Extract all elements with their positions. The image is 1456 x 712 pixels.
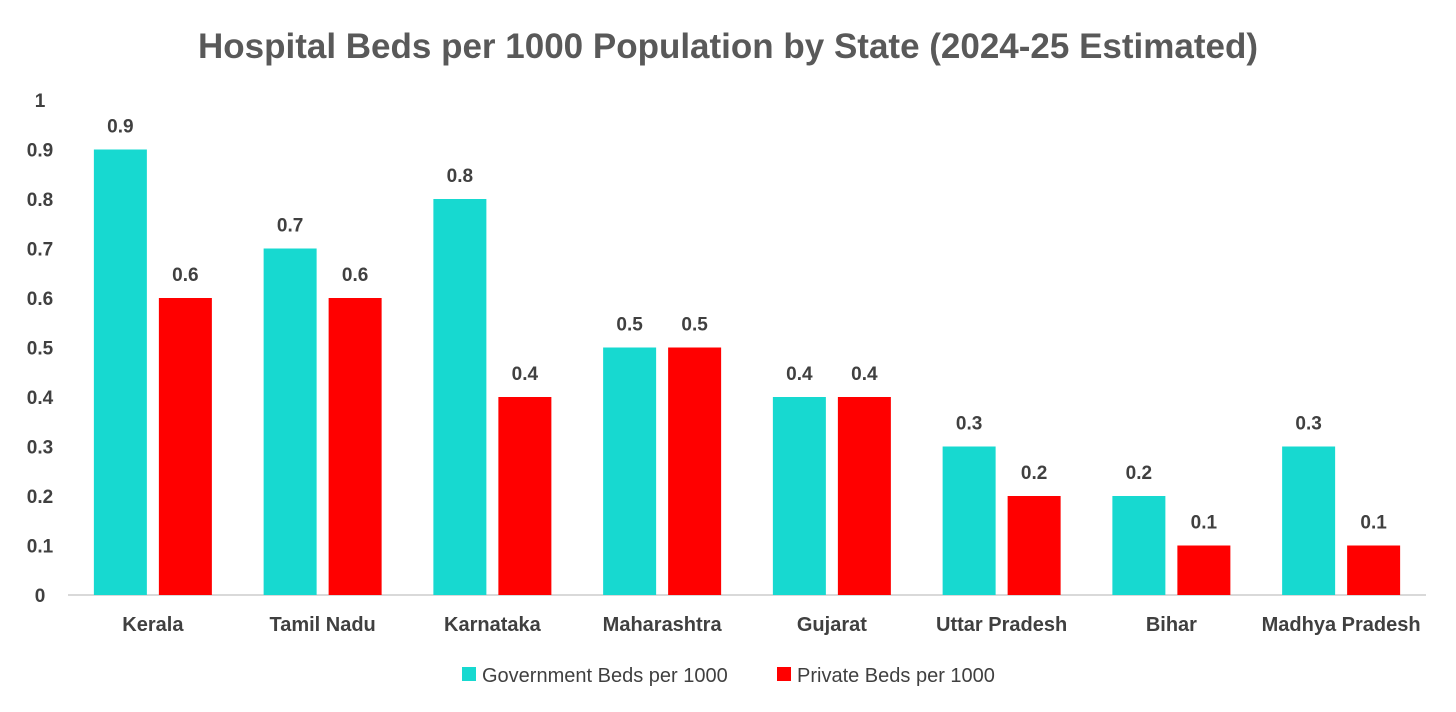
legend-swatch-government — [462, 667, 476, 681]
bar-government — [263, 248, 317, 595]
x-category-label: Gujarat — [797, 614, 867, 636]
data-label: 0.7 — [277, 216, 303, 237]
bar-private — [498, 397, 552, 595]
y-tick-label: 0.8 — [27, 190, 53, 211]
bar-private — [1177, 545, 1231, 595]
data-label: 0.5 — [616, 315, 643, 336]
y-tick-label: 0.7 — [27, 240, 53, 261]
y-tick-label: 0 — [35, 586, 46, 607]
data-label: 0.9 — [107, 117, 133, 138]
bar-private — [668, 347, 722, 595]
bar-private — [158, 298, 212, 595]
data-label: 0.3 — [1295, 414, 1321, 435]
x-category-label: Madhya Pradesh — [1262, 614, 1421, 636]
data-label: 0.4 — [851, 364, 878, 385]
y-tick-label: 0.1 — [27, 537, 54, 558]
data-label: 0.5 — [681, 315, 708, 336]
data-label: 0.4 — [786, 364, 813, 385]
y-tick-label: 0.2 — [27, 487, 53, 508]
y-tick-label: 1 — [35, 91, 46, 112]
x-category-label: Kerala — [122, 614, 184, 636]
legend-swatch-private — [777, 667, 791, 681]
x-category-label: Bihar — [1146, 614, 1197, 636]
bar-government — [433, 199, 487, 595]
y-tick-label: 0.5 — [27, 339, 54, 360]
data-label: 0.6 — [172, 265, 198, 286]
bars — [93, 149, 1401, 595]
x-axis-categories: Kerala Tamil Nadu Karnataka Maharashtra Guja… — [122, 614, 1420, 636]
x-category-label: Uttar Pradesh — [936, 614, 1067, 636]
x-category-label: Maharashtra — [603, 614, 723, 636]
legend-label-government: Government Beds per 1000 — [482, 665, 728, 687]
y-tick-label: 0.9 — [27, 141, 53, 162]
y-tick-label: 0.6 — [27, 289, 53, 310]
data-label: 0.3 — [956, 414, 982, 435]
bar-government — [93, 149, 147, 595]
x-category-label: Karnataka — [444, 614, 542, 636]
chart-title: Hospital Beds per 1000 Population by Sta… — [198, 27, 1258, 66]
bar-government — [603, 347, 657, 595]
bar-government — [1112, 496, 1166, 595]
data-label: 0.1 — [1191, 513, 1218, 534]
data-label: 0.2 — [1126, 463, 1152, 484]
data-label: 0.1 — [1360, 513, 1387, 534]
legend-label-private: Private Beds per 1000 — [797, 665, 995, 687]
legend: Government Beds per 1000 Private Beds per… — [462, 665, 995, 687]
bar-private — [1347, 545, 1401, 595]
y-tick-label: 0.3 — [27, 438, 53, 459]
bar-private — [328, 298, 382, 595]
y-axis: 0 0.1 0.2 0.3 0.4 0.5 0.6 0.7 0.8 0.9 1 — [27, 91, 54, 607]
bar-private — [837, 397, 891, 595]
y-tick-label: 0.4 — [27, 388, 54, 409]
data-label: 0.2 — [1021, 463, 1047, 484]
bar-government — [942, 446, 996, 595]
data-labels: 0.9 0.6 0.7 0.6 0.8 0.4 0.5 0.5 0.4 0.4 0.3 0.2 0.2 0… — [107, 117, 1387, 534]
bar-government — [1282, 446, 1336, 595]
data-label: 0.6 — [342, 265, 368, 286]
data-label: 0.4 — [512, 364, 539, 385]
data-label: 0.8 — [447, 166, 473, 187]
bar-private — [1007, 496, 1061, 595]
x-category-label: Tamil Nadu — [269, 614, 375, 636]
bar-government — [772, 397, 826, 595]
